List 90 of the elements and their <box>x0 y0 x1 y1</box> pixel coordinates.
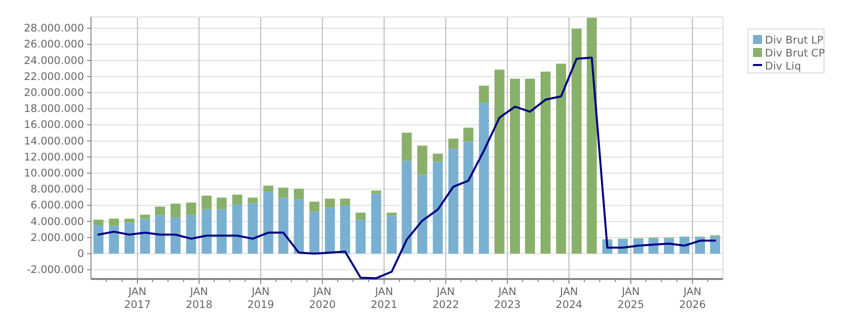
y-tick-label: 6.000.000 <box>30 200 84 212</box>
y-tick-label: -2.000.000 <box>26 264 84 276</box>
bar <box>402 160 412 254</box>
bar <box>309 212 320 254</box>
y-tick-label: 20.000.000 <box>24 87 84 100</box>
bar <box>340 206 350 254</box>
bar <box>494 70 504 254</box>
legend-label: Div Liq <box>765 60 801 72</box>
y-tick-label: 0 <box>77 248 84 260</box>
bar <box>417 174 428 254</box>
y-tick-label: 10.000.000 <box>24 168 84 180</box>
bar <box>448 148 458 254</box>
bar <box>463 142 474 254</box>
bar <box>586 18 597 254</box>
legend-label: Div Brut CP <box>765 48 825 60</box>
bar <box>263 192 274 254</box>
bar <box>510 78 520 254</box>
y-tick-label: 14.000.000 <box>24 135 84 148</box>
bar <box>417 146 428 175</box>
bar <box>294 188 304 200</box>
bar <box>216 198 227 210</box>
bar <box>386 216 397 254</box>
bar <box>556 64 566 254</box>
bar <box>202 196 212 210</box>
bar <box>108 218 119 226</box>
bar <box>263 186 274 192</box>
bar <box>232 194 242 205</box>
x-tick-label: JAN 2021 <box>370 286 398 311</box>
bar <box>202 209 212 254</box>
bar <box>155 206 166 216</box>
bar <box>155 215 166 254</box>
bar <box>140 214 150 219</box>
y-tick-label: 18.000.000 <box>24 103 84 116</box>
y-tick-label: 28.000.000 <box>24 22 84 35</box>
bar <box>540 72 551 254</box>
bar <box>309 202 320 212</box>
x-tick-label: JAN 2024 <box>556 286 583 311</box>
bar <box>324 198 335 208</box>
bar <box>356 212 366 220</box>
bar <box>278 198 288 254</box>
bar <box>572 28 582 254</box>
y-tick-label: 12.000.000 <box>24 151 84 164</box>
x-tick-label: JAN 2017 <box>124 286 151 311</box>
y-tick-label: 16.000.000 <box>24 119 84 132</box>
x-tick-label: JAN 2018 <box>186 286 212 311</box>
y-tick-label: 24.000.000 <box>24 54 84 67</box>
bar <box>478 102 489 254</box>
bar <box>432 154 443 162</box>
bar <box>186 215 196 254</box>
legend-label: Div Brut LP <box>765 34 824 46</box>
x-tick-label: JAN 2025 <box>617 286 644 311</box>
y-tick-label: 4.000.000 <box>30 216 84 228</box>
bar <box>402 132 412 161</box>
x-tick-label: JAN 2019 <box>247 286 274 311</box>
bar <box>278 188 288 198</box>
x-tick-label: JAN 2020 <box>308 286 336 311</box>
bar <box>478 86 489 103</box>
y-tick-label: 26.000.000 <box>24 38 84 51</box>
bar <box>108 226 119 254</box>
bar <box>448 138 458 149</box>
y-tick-label: 22.000.000 <box>24 70 84 83</box>
bar <box>140 218 150 254</box>
x-tick-label: JAN 2023 <box>494 286 521 311</box>
bar <box>356 220 366 254</box>
bar <box>93 224 104 254</box>
x-tick-label: JAN 2022 <box>432 286 460 311</box>
bar <box>124 218 134 223</box>
line-series <box>97 56 716 280</box>
y-tick-label: 8.000.000 <box>30 184 84 196</box>
bar <box>186 202 196 216</box>
bar <box>124 222 134 254</box>
bar <box>324 208 335 254</box>
bar <box>386 212 397 216</box>
bar <box>170 204 181 218</box>
bar <box>93 220 104 225</box>
x-tick-label: JAN 2026 <box>679 286 706 311</box>
bar <box>371 190 382 194</box>
bar <box>463 128 474 142</box>
bar <box>248 198 258 204</box>
bar <box>216 209 227 254</box>
bar <box>248 203 258 254</box>
bar <box>371 194 382 254</box>
bar <box>340 198 350 206</box>
bar <box>170 217 181 254</box>
bar <box>232 204 242 254</box>
bar <box>525 78 536 254</box>
y-tick-label: 2.000.000 <box>30 232 84 244</box>
bar <box>294 199 304 254</box>
bar <box>710 236 720 254</box>
bar <box>432 162 443 254</box>
